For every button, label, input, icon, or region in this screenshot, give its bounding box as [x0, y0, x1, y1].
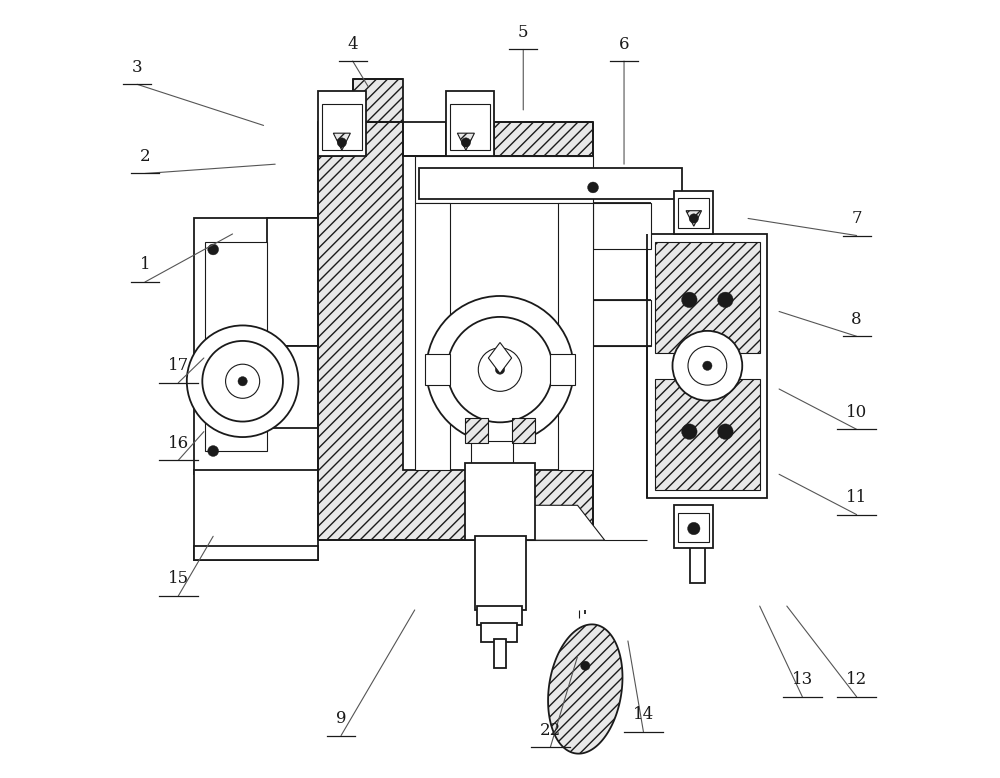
Text: 11: 11: [846, 489, 867, 506]
Text: 2: 2: [140, 148, 150, 165]
Circle shape: [703, 361, 712, 370]
Text: 15: 15: [168, 570, 189, 587]
Bar: [415, 203, 450, 471]
Text: 16: 16: [168, 435, 189, 452]
Bar: [403, 156, 593, 471]
Bar: [558, 203, 593, 471]
Circle shape: [718, 292, 733, 307]
Text: 13: 13: [792, 671, 813, 689]
Text: 14: 14: [633, 706, 654, 723]
Bar: [415, 156, 593, 203]
Polygon shape: [686, 211, 702, 226]
Circle shape: [478, 348, 522, 391]
Bar: [593, 300, 651, 346]
Circle shape: [208, 446, 219, 457]
Bar: [318, 90, 366, 156]
Circle shape: [689, 214, 698, 223]
Bar: [647, 234, 767, 498]
Text: 1: 1: [140, 257, 150, 273]
Polygon shape: [508, 505, 605, 540]
Bar: [465, 463, 535, 540]
Circle shape: [588, 182, 598, 193]
Circle shape: [672, 331, 742, 401]
Bar: [471, 441, 513, 463]
Bar: [267, 346, 318, 428]
Circle shape: [187, 325, 298, 437]
Polygon shape: [353, 79, 403, 121]
Text: 8: 8: [851, 310, 862, 328]
Text: 7: 7: [851, 210, 862, 227]
Bar: [678, 198, 709, 228]
Circle shape: [718, 424, 733, 440]
Bar: [690, 544, 705, 583]
Text: 22: 22: [540, 722, 561, 738]
Text: 6: 6: [619, 36, 629, 53]
Bar: [194, 219, 318, 475]
Bar: [267, 219, 318, 346]
Text: 10: 10: [846, 404, 867, 421]
Polygon shape: [548, 625, 622, 754]
Text: 4: 4: [347, 36, 358, 53]
Text: 5: 5: [518, 24, 529, 41]
Text: 17: 17: [168, 357, 189, 374]
Bar: [194, 545, 318, 559]
Circle shape: [447, 317, 553, 422]
Bar: [465, 419, 488, 443]
Circle shape: [426, 296, 574, 443]
Polygon shape: [457, 133, 474, 150]
Bar: [593, 203, 651, 250]
Bar: [674, 191, 713, 234]
Bar: [450, 103, 490, 150]
Bar: [194, 471, 318, 559]
Circle shape: [688, 522, 700, 534]
Circle shape: [208, 244, 219, 255]
Circle shape: [226, 364, 260, 398]
Circle shape: [495, 365, 505, 374]
Bar: [494, 639, 506, 668]
Circle shape: [461, 138, 471, 147]
Bar: [678, 513, 709, 542]
Text: 3: 3: [132, 59, 143, 75]
Bar: [477, 606, 522, 626]
Circle shape: [337, 138, 347, 147]
Bar: [425, 354, 450, 385]
Circle shape: [688, 346, 727, 385]
Bar: [205, 242, 267, 451]
Polygon shape: [655, 242, 760, 352]
Circle shape: [682, 424, 697, 440]
Text: 12: 12: [846, 671, 867, 689]
Polygon shape: [488, 342, 512, 373]
Bar: [674, 505, 713, 548]
Bar: [481, 623, 517, 643]
Bar: [446, 90, 494, 156]
Circle shape: [238, 377, 247, 386]
Bar: [419, 168, 682, 199]
Circle shape: [682, 292, 697, 307]
Bar: [512, 419, 535, 443]
Bar: [550, 354, 575, 385]
Text: 9: 9: [336, 710, 346, 727]
Circle shape: [202, 341, 283, 422]
Bar: [322, 103, 362, 150]
Bar: [475, 536, 526, 610]
Polygon shape: [318, 121, 593, 540]
Polygon shape: [655, 379, 760, 490]
Polygon shape: [333, 133, 350, 150]
Circle shape: [581, 661, 590, 671]
